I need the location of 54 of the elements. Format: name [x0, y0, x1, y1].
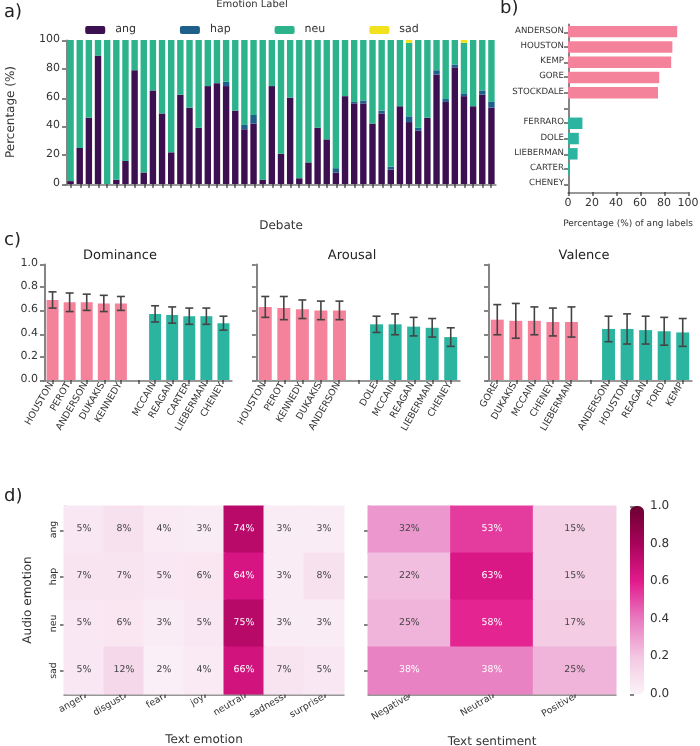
bar — [509, 320, 523, 380]
bar — [332, 310, 346, 380]
bar — [183, 316, 196, 380]
bar — [314, 310, 328, 380]
bar — [268, 86, 276, 184]
bar — [63, 302, 76, 380]
bar — [114, 303, 127, 380]
bar — [425, 327, 439, 380]
bar — [407, 326, 421, 380]
bar — [341, 96, 349, 184]
text: d) — [4, 487, 23, 507]
bar — [258, 306, 272, 380]
bar — [490, 319, 504, 380]
bar — [568, 117, 583, 129]
bar — [568, 87, 658, 99]
bar — [370, 324, 384, 380]
bar — [277, 40, 285, 154]
bar — [568, 25, 678, 38]
bar — [405, 116, 413, 123]
bar — [657, 331, 671, 380]
bar — [46, 299, 59, 380]
text: c) — [4, 231, 21, 251]
bar — [295, 309, 309, 380]
bar — [277, 308, 291, 380]
bar — [620, 328, 634, 380]
bar — [217, 323, 230, 380]
bar — [222, 86, 230, 184]
bar — [396, 106, 404, 184]
bar — [332, 40, 340, 169]
bar — [80, 302, 93, 380]
bar — [469, 40, 477, 107]
bar — [568, 132, 579, 145]
bar — [676, 332, 690, 380]
text: a) — [4, 3, 23, 23]
bar — [241, 124, 248, 130]
bar — [97, 303, 110, 380]
bar — [213, 83, 221, 184]
bar — [564, 322, 578, 380]
bar — [213, 40, 221, 84]
bar — [527, 320, 541, 380]
bar — [149, 90, 157, 184]
bar — [568, 71, 660, 84]
bar — [388, 324, 402, 380]
bar — [546, 322, 560, 380]
bar — [200, 316, 213, 380]
bar — [149, 313, 162, 380]
bar — [488, 101, 495, 108]
bar — [250, 114, 257, 124]
bar — [639, 330, 653, 380]
bar — [444, 337, 458, 380]
bar — [602, 328, 616, 380]
text: b) — [500, 0, 519, 19]
bar — [94, 55, 102, 184]
bar — [166, 315, 179, 380]
